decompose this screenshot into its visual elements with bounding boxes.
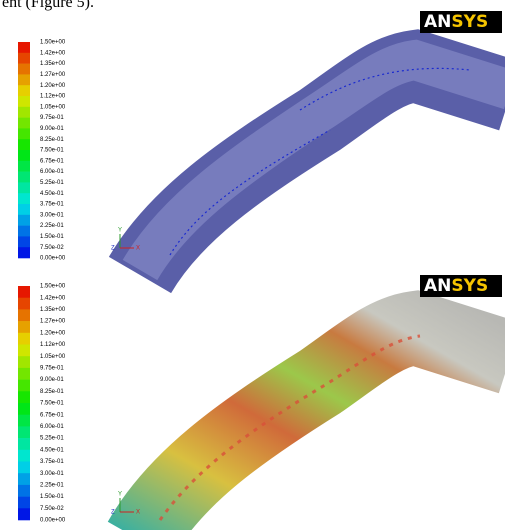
colorbar-label: 7.50e-01	[40, 401, 64, 407]
colorbar-label: 7.50e-02	[40, 506, 64, 512]
axis-z-label: Z	[111, 246, 115, 252]
colorbar-swatch	[18, 403, 30, 415]
colorbar-swatch	[18, 107, 30, 118]
colorbar-swatch	[18, 356, 30, 368]
figure: ent (Figure 5). 1.50e+00 1.42e+00 1.35e+00…	[0, 0, 505, 530]
logo-an: AN	[424, 12, 451, 32]
colorbar-swatch	[18, 172, 30, 183]
colorbar-swatch	[18, 368, 30, 380]
vessel-surface	[140, 328, 505, 530]
colorbar-swatch	[18, 139, 30, 150]
colorbar-swatch	[18, 380, 30, 392]
logo-an: AN	[424, 276, 451, 296]
colorbar-label: 5.25e-01	[40, 180, 64, 186]
colorbar-swatch	[18, 204, 30, 215]
axis-y-label: Y	[118, 492, 122, 498]
colorbar-label: 4.50e-01	[40, 447, 64, 453]
colorbar-label: 8.25e-01	[40, 389, 64, 395]
colorbar-swatch	[18, 508, 30, 520]
colorbar-label: 1.42e+00	[40, 50, 66, 56]
colorbar-swatch	[18, 182, 30, 193]
colorbar-swatch	[18, 286, 30, 298]
colorbar-label: 1.27e+00	[40, 72, 66, 78]
colorbar-swatch	[18, 309, 30, 321]
colorbar-label: 1.20e+00	[40, 330, 66, 336]
colorbar-label: 6.00e-01	[40, 424, 64, 430]
logo-sys: SYS	[451, 276, 488, 296]
axis-x-label: X	[136, 510, 140, 516]
colorbar-label: 1.50e+00	[40, 40, 66, 46]
colorbar-swatch	[18, 298, 30, 310]
colorbar-swatch	[18, 247, 30, 258]
colorbar-swatch	[18, 333, 30, 345]
logo-sys: SYS	[451, 12, 488, 32]
logo: ANSYS	[424, 12, 488, 32]
colorbar-label: 1.35e+00	[40, 307, 66, 313]
colorbar-label: 1.20e+00	[40, 83, 66, 89]
colorbar-label: 3.00e-01	[40, 212, 64, 218]
colorbar-swatch	[18, 118, 30, 129]
colorbar-label: 9.75e-01	[40, 365, 64, 371]
colorbar-label: 8.25e-01	[40, 137, 64, 143]
colorbar-swatch	[18, 74, 30, 85]
colorbar-swatch	[18, 53, 30, 64]
colorbar-swatch	[18, 473, 30, 485]
colorbar-label: 1.27e+00	[40, 319, 66, 325]
caption-fragment: ent (Figure 5).	[2, 0, 94, 11]
colorbar-label: 3.00e-01	[40, 471, 64, 477]
colorbar-swatch	[18, 42, 30, 53]
colorbar-swatch	[18, 96, 30, 107]
colorbar-swatch	[18, 497, 30, 509]
colorbar-label: 0.00e+00	[40, 518, 66, 524]
colorbar-swatch	[18, 236, 30, 247]
colorbar-swatch	[18, 85, 30, 96]
colorbar-swatch	[18, 226, 30, 237]
colorbar-label: 1.05e+00	[40, 354, 66, 360]
colorbar-label: 1.05e+00	[40, 104, 66, 110]
colorbar-label: 7.50e-01	[40, 148, 64, 154]
colorbar-label: 3.75e-01	[40, 459, 64, 465]
colorbar-label: 9.00e-01	[40, 126, 64, 132]
colorbar-label: 1.50e+00	[40, 284, 66, 290]
colorbar-swatch	[18, 161, 30, 172]
colorbar-label: 1.35e+00	[40, 61, 66, 67]
colorbar-label: 1.12e+00	[40, 342, 66, 348]
colorbar-label: 1.50e-01	[40, 494, 64, 500]
colorbar-swatch	[18, 193, 30, 204]
colorbar-label: 1.12e+00	[40, 94, 66, 100]
colorbar-label: 9.00e-01	[40, 377, 64, 383]
colorbar-swatch	[18, 64, 30, 75]
colorbar-swatch	[18, 391, 30, 403]
colorbar-label: 1.42e+00	[40, 295, 66, 301]
colorbar-swatch	[18, 128, 30, 139]
colorbar-label: 4.50e-01	[40, 191, 64, 197]
colorbar-label: 6.00e-01	[40, 169, 64, 175]
colorbar-label: 6.75e-01	[40, 158, 64, 164]
colorbar-swatch	[18, 426, 30, 438]
axis-y-label: Y	[118, 228, 122, 234]
logo: ANSYS	[424, 276, 488, 296]
colorbar-label: 7.50e-02	[40, 245, 64, 251]
colorbar-swatch	[18, 215, 30, 226]
colorbar-label: 2.25e-01	[40, 223, 64, 229]
colorbar-label: 2.25e-01	[40, 482, 64, 488]
colorbar-swatch	[18, 321, 30, 333]
colorbar-label: 3.75e-01	[40, 202, 64, 208]
colorbar-swatch	[18, 462, 30, 474]
colorbar-label: 9.75e-01	[40, 115, 64, 121]
colorbar-swatch	[18, 450, 30, 462]
colorbar-label: 0.00e+00	[40, 256, 66, 262]
colorbar-label: 1.50e-01	[40, 234, 64, 240]
colorbar-swatch	[18, 150, 30, 161]
colorbar-swatch	[18, 415, 30, 427]
colorbar-label: 5.25e-01	[40, 436, 64, 442]
colorbar-label: 6.75e-01	[40, 412, 64, 418]
axis-x-label: X	[136, 246, 140, 252]
colorbar-swatch	[18, 485, 30, 497]
axis-z-label: Z	[111, 510, 115, 516]
colorbar-swatch	[18, 345, 30, 357]
colorbar-swatch	[18, 438, 30, 450]
